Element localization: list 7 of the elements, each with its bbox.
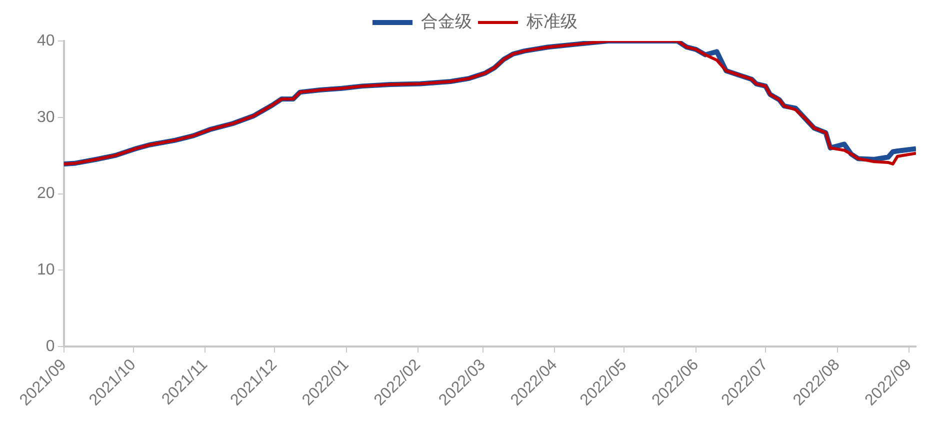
legend-label: 合金级 <box>421 12 472 32</box>
legend-label: 标准级 <box>526 12 578 32</box>
y-tick-label: 10 <box>37 262 55 279</box>
y-tick-label: 40 <box>37 32 55 50</box>
y-tick-label: 20 <box>37 185 55 202</box>
y-tick-label: 30 <box>37 108 55 126</box>
y-tick-label: 0 <box>46 338 55 355</box>
